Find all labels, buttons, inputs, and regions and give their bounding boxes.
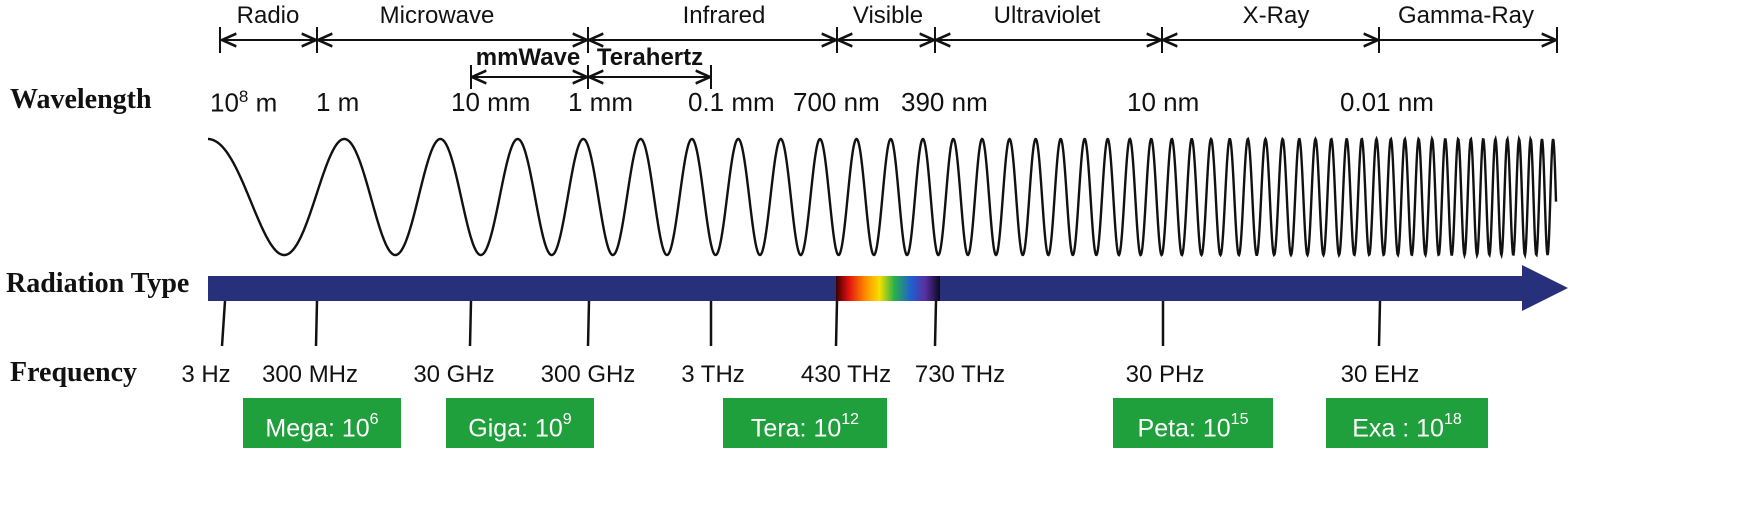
prefix-exponent: 18: [1443, 411, 1462, 428]
prefix-box-peta: Peta: 1015: [1113, 398, 1273, 448]
frequency-label: 300 MHz: [261, 361, 359, 388]
prefix-box-tera: Tera: 1012: [723, 398, 887, 448]
wavelength-label: 0.1 mm: [688, 87, 775, 117]
wavelength-label: 10 mm: [451, 87, 531, 117]
wave-curve: [208, 134, 1558, 260]
frequency-label: 30 GHz: [413, 361, 495, 388]
prefix-box-exa: Exa : 1018: [1326, 398, 1488, 448]
radiation-arrow: [208, 265, 1568, 311]
frequency-label: 430 THz: [800, 361, 892, 388]
sub-band-brackets: [470, 65, 712, 89]
frequency-tick: [933, 300, 938, 347]
prefix-name: Mega: 10: [265, 414, 370, 443]
wavelength-base: 10: [210, 87, 239, 118]
prefix-box-mega: Mega: 106: [243, 398, 401, 448]
row-title-radiation-type: Radiation Type: [6, 268, 190, 299]
frequency-tick: [314, 300, 319, 347]
prefix-name: Peta: 10: [1137, 414, 1231, 443]
row-title-wavelength: Wavelength: [10, 84, 152, 115]
frequency-tick: [834, 300, 839, 347]
wavelength-label: 390 nm: [901, 87, 988, 117]
band-label-radio: Radio: [236, 2, 300, 29]
wavelength-label: 1 mm: [568, 87, 633, 117]
frequency-label: 730 THz: [914, 361, 1006, 388]
frequency-tick: [1377, 300, 1382, 347]
band-label-ultraviolet: Ultraviolet: [993, 2, 1101, 29]
band-label-visible: Visible: [852, 2, 924, 29]
prefix-name: Giga: 10: [468, 414, 563, 443]
frequency-label: 30 PHz: [1125, 361, 1205, 388]
sub-band-label-mmwave: mmWave: [475, 44, 581, 71]
prefix-name: Exa : 10: [1352, 414, 1444, 443]
band-label-microwave: Microwave: [379, 2, 495, 29]
frequency-ticks: [220, 300, 1382, 347]
frequency-tick: [220, 300, 227, 347]
band-brackets: [219, 27, 1558, 53]
frequency-tick: [586, 300, 591, 347]
frequency-label: 3 THz: [681, 361, 745, 388]
wavelength-label: 10 nm: [1127, 87, 1200, 117]
wavelength-label: 0.01 nm: [1340, 87, 1434, 117]
frequency-label: 300 GHz: [540, 361, 636, 388]
prefix-name: Tera: 10: [750, 414, 842, 443]
prefix-exponent: 9: [562, 411, 572, 428]
wavelength-label: 108 m: [210, 87, 277, 119]
frequency-label: 30 EHz: [1340, 361, 1420, 388]
band-label-gamma: Gamma-Ray: [1397, 2, 1535, 29]
wavelength-label: 700 nm: [793, 87, 880, 117]
band-label-xray: X-Ray: [1242, 2, 1310, 29]
row-title-frequency: Frequency: [10, 357, 138, 388]
frequency-tick: [468, 300, 473, 347]
prefix-box-giga: Giga: 109: [446, 398, 594, 448]
prefix-exponent: 15: [1230, 411, 1249, 428]
wavelength-exponent: 8: [238, 87, 249, 106]
sub-band-label-terahertz: Terahertz: [596, 44, 704, 71]
wavelength-label: 1 m: [316, 87, 360, 117]
wavelength-unit: m: [248, 87, 278, 118]
prefix-exponent: 12: [841, 411, 860, 428]
frequency-label: 3 Hz: [181, 361, 231, 388]
prefix-exponent: 6: [369, 411, 379, 428]
visible-spectrum-bar: [836, 276, 940, 301]
band-label-infrared: Infrared: [682, 2, 766, 29]
arrow-head: [1522, 265, 1568, 311]
